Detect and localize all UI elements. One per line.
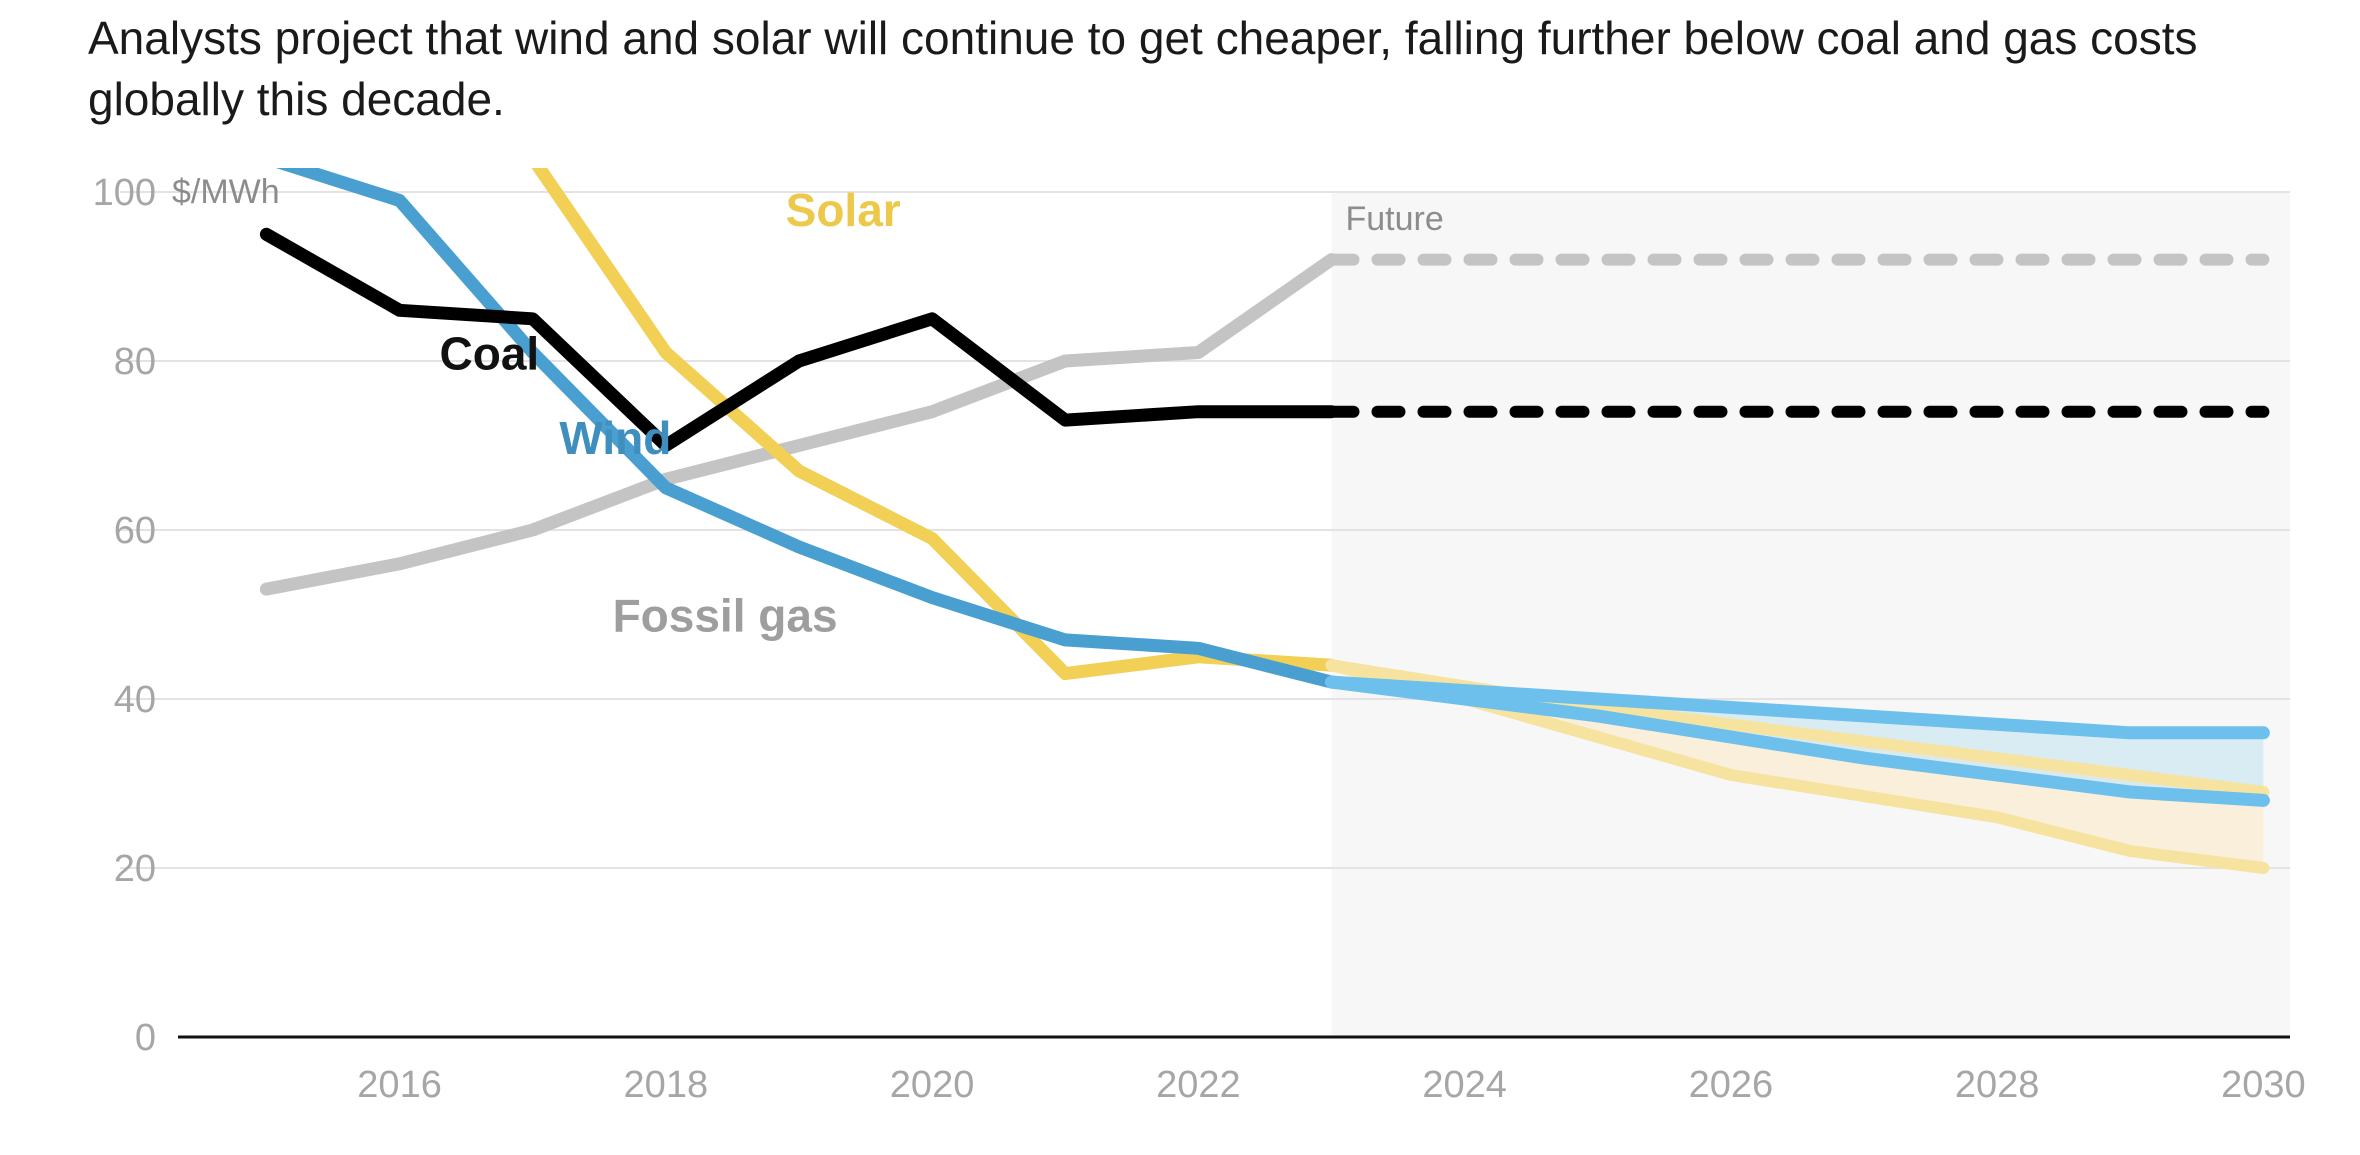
solar-series-label: Solar bbox=[786, 184, 901, 236]
coal-historical-line bbox=[259, 227, 1338, 452]
x-tick-label-2016: 2016 bbox=[357, 1064, 442, 1106]
series-line-layer bbox=[259, 168, 2270, 874]
wind-projection-high-line bbox=[1325, 675, 2270, 740]
x-tick-label-2026: 2026 bbox=[1689, 1064, 1774, 1106]
x-tick-label-2028: 2028 bbox=[1955, 1064, 2040, 1106]
x-tick-label-2018: 2018 bbox=[624, 1064, 709, 1106]
solar-historical-line bbox=[531, 168, 1338, 681]
x-tick-label-2030: 2030 bbox=[2221, 1064, 2306, 1106]
future-background-layer: Future bbox=[1331, 192, 2290, 1037]
y-tick-label-0: 0 bbox=[135, 1017, 156, 1059]
gas-series-label: Fossil gas bbox=[613, 589, 838, 641]
series-label-layer: Solar Coal Wind Fossil gas bbox=[440, 184, 901, 642]
chart-title: Analysts project that wind and solar wil… bbox=[88, 12, 2198, 125]
y-tick-label-20: 20 bbox=[114, 848, 156, 890]
x-tick-label-2024: 2024 bbox=[1422, 1064, 1507, 1106]
wind-series-label: Wind bbox=[559, 412, 671, 464]
y-tick-label-100: 100 bbox=[93, 172, 156, 214]
wind-historical-line bbox=[275, 168, 1338, 689]
y-tick-label-80: 80 bbox=[114, 341, 156, 383]
future-label: Future bbox=[1345, 200, 1443, 238]
coal-series-label: Coal bbox=[440, 327, 540, 379]
grid-layer bbox=[120, 191, 2290, 869]
future-region bbox=[1331, 192, 2290, 1037]
y-unit-label: $/MWh bbox=[172, 173, 280, 211]
x-tick-label-2020: 2020 bbox=[890, 1064, 975, 1106]
wind-projection-low-line bbox=[1325, 675, 2270, 807]
y-tick-label-60: 60 bbox=[114, 510, 156, 552]
gas-historical-line bbox=[259, 253, 1338, 596]
y-tick-label-40: 40 bbox=[114, 679, 156, 721]
x-tick-label-2022: 2022 bbox=[1156, 1064, 1241, 1106]
axis-layer: 0 20 40 60 80 100 $/MWh 2016 2018 2020 2022 2024 202… bbox=[93, 172, 2306, 1106]
